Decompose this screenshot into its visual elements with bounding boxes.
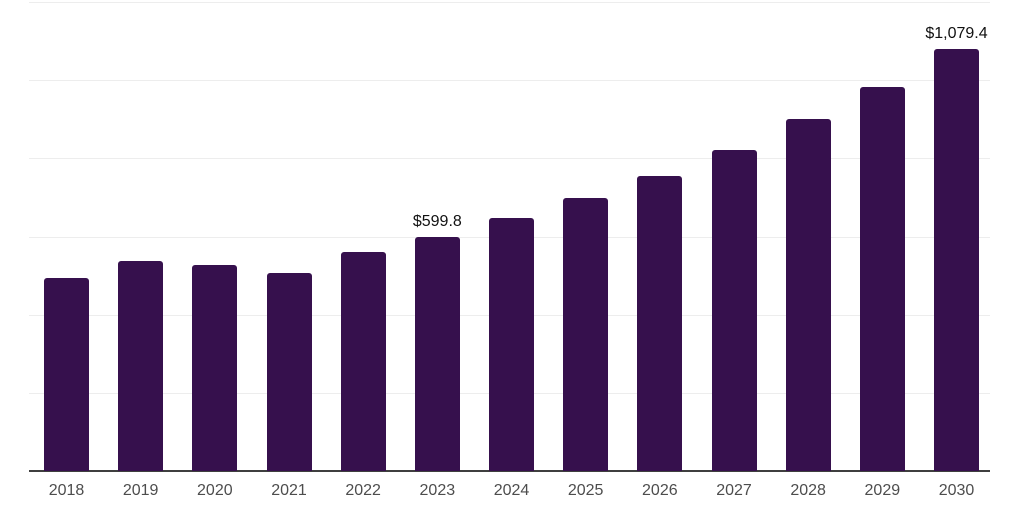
x-tick-label-2022: 2022 (345, 482, 381, 499)
bar-2028 (785, 118, 831, 471)
bar-2024 (489, 218, 534, 471)
gridline (29, 80, 990, 82)
bar-2026 (637, 175, 683, 471)
x-tick-label-2018: 2018 (48, 482, 85, 499)
x-tick-label-2027: 2027 (716, 482, 752, 499)
x-tick-label-2020: 2020 (197, 482, 233, 499)
bar-2022 (340, 251, 386, 471)
bar-2030 (934, 49, 979, 471)
gridline (29, 158, 990, 160)
x-axis-line (29, 470, 990, 472)
plot-area: 2018 2019 2020 2021 2022 2023 $599.8 2024 2025 20… (29, 2, 990, 499)
data-label-2030: $1,079.4 (925, 25, 988, 43)
bar-2018 (44, 278, 89, 471)
bar-2025 (563, 198, 609, 471)
x-tick-label-2023: 2023 (419, 482, 456, 499)
x-tick-label-2025: 2025 (567, 482, 604, 499)
x-tick-label-2028: 2028 (790, 482, 826, 499)
data-label-2023: $599.8 (412, 212, 462, 230)
bar-2019 (118, 261, 164, 471)
x-tick-label-2029: 2029 (864, 482, 901, 499)
bar-2020 (192, 265, 238, 471)
bar-2027 (711, 150, 757, 471)
x-tick-label-2030: 2030 (938, 482, 975, 499)
bar-2029 (859, 86, 905, 471)
gridline (29, 2, 990, 3)
x-tick-label-2019: 2019 (122, 482, 159, 499)
x-tick-label-2024: 2024 (493, 482, 530, 499)
x-tick-label-2021: 2021 (271, 482, 307, 499)
x-tick-label-2026: 2026 (642, 482, 678, 499)
bar-2021 (266, 272, 312, 471)
bar-2023 (414, 236, 460, 471)
